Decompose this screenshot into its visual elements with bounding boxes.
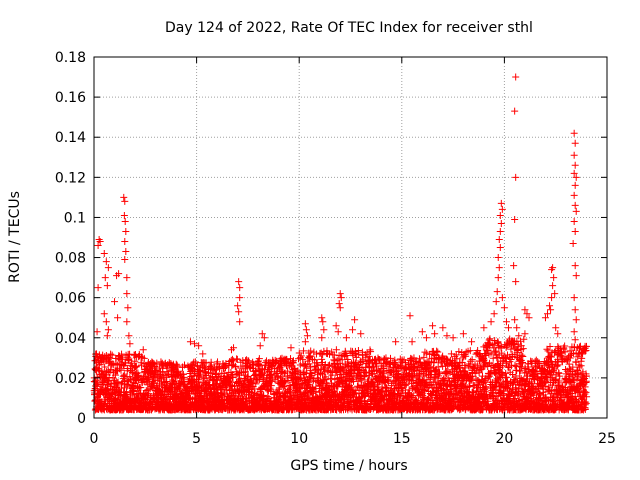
data-point bbox=[107, 350, 115, 358]
data-point bbox=[143, 375, 151, 383]
data-point bbox=[135, 371, 143, 379]
data-point bbox=[116, 365, 124, 373]
data-point bbox=[111, 371, 119, 379]
data-point bbox=[126, 350, 134, 358]
data-point bbox=[130, 387, 138, 395]
data-point bbox=[318, 355, 326, 363]
data-point bbox=[131, 357, 139, 365]
data-point bbox=[152, 367, 160, 375]
data-point bbox=[120, 371, 128, 379]
data-point bbox=[166, 398, 174, 406]
data-point bbox=[112, 359, 120, 367]
data-points bbox=[90, 73, 591, 414]
data-point bbox=[367, 348, 375, 356]
data-point bbox=[94, 365, 102, 373]
data-point bbox=[155, 386, 163, 394]
data-point bbox=[181, 361, 189, 369]
data-point bbox=[170, 378, 178, 386]
data-point bbox=[104, 377, 112, 385]
data-point bbox=[108, 351, 116, 359]
data-point bbox=[353, 382, 361, 390]
data-point bbox=[327, 375, 335, 383]
data-point bbox=[511, 361, 519, 369]
data-point bbox=[140, 395, 148, 403]
data-point bbox=[125, 355, 133, 363]
data-point bbox=[105, 373, 113, 381]
data-point bbox=[177, 374, 185, 382]
data-point bbox=[180, 373, 188, 381]
data-point bbox=[115, 388, 123, 396]
data-point bbox=[182, 383, 190, 391]
data-point bbox=[179, 370, 187, 378]
data-point bbox=[117, 366, 125, 374]
data-point bbox=[503, 373, 511, 381]
data-point bbox=[101, 363, 109, 371]
data-point bbox=[127, 359, 135, 367]
data-point bbox=[132, 362, 140, 370]
data-point bbox=[194, 372, 202, 380]
data-point bbox=[195, 376, 203, 384]
